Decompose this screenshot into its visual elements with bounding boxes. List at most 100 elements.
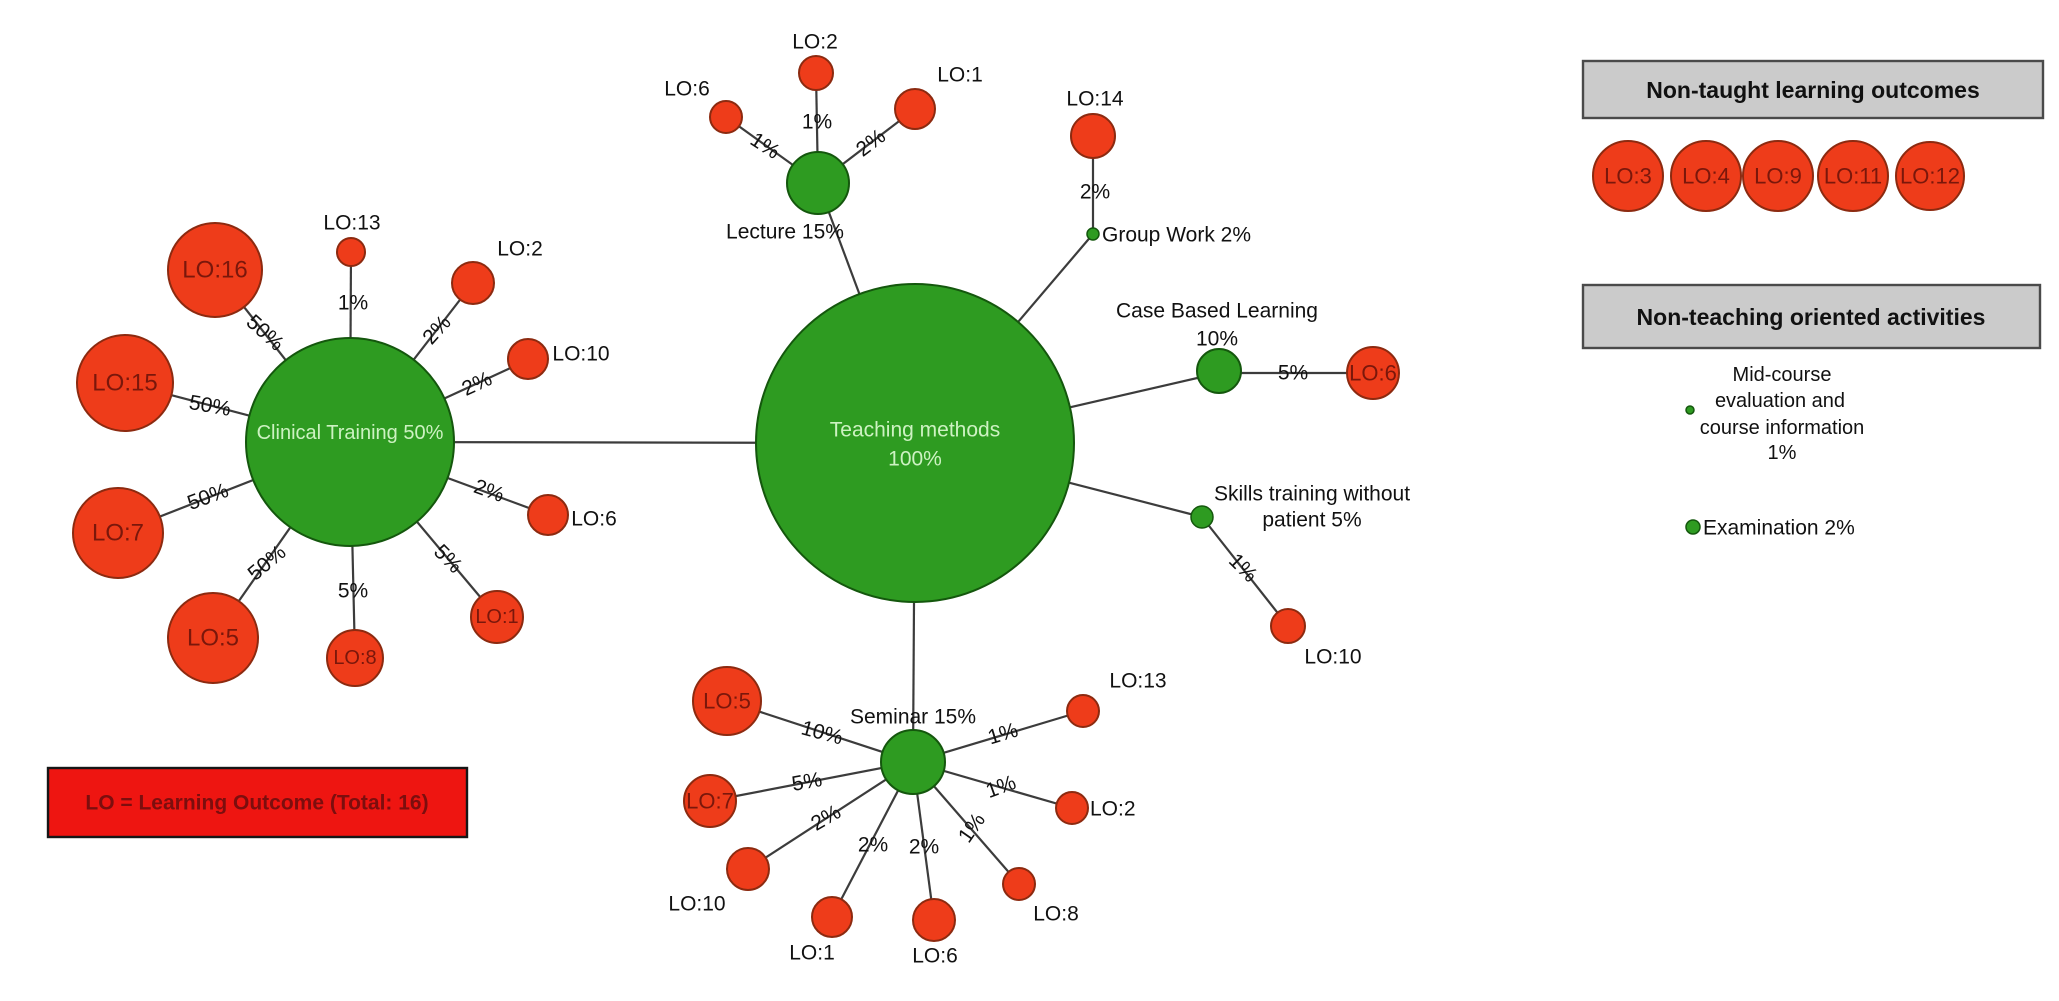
- node-lo6-seminar: [912, 898, 956, 942]
- legend-label-lo11: LO:11: [1824, 164, 1882, 189]
- node-lo6-clinical: [527, 494, 569, 536]
- label-lo6-lecture: LO:6: [664, 78, 710, 101]
- node-lo13-seminar: [1066, 694, 1100, 728]
- node-lo2-clinical: [451, 261, 495, 305]
- legend-label-lo9: LO:9: [1754, 164, 1802, 189]
- node-lo7-seminar: [683, 774, 737, 828]
- legend-examination: Examination 2%: [1703, 517, 1855, 540]
- label-lo10-clinical: LO:10: [552, 343, 609, 366]
- legend-mid-course-line4: 1%: [1768, 442, 1797, 464]
- edge-label-lo1-lecture: 2%: [852, 125, 890, 162]
- edge-label-lo8-clinical: 5%: [338, 580, 368, 603]
- label-lo1-lecture: LO:1: [937, 64, 983, 87]
- legend-non-taught-title: Non-taught learning outcomes: [1646, 77, 1980, 103]
- node-lo1-seminar: [811, 896, 853, 938]
- edge-label-lo6-lecture: 1%: [746, 128, 784, 164]
- label-case-based-line1: Case Based Learning: [1116, 300, 1318, 323]
- edge-label-lo2-seminar: 1%: [983, 771, 1019, 803]
- node-lo10-clinical: [507, 338, 549, 380]
- label-lo6-seminar: LO:6: [912, 945, 958, 968]
- edge-label-lo2-clinical: 2%: [418, 311, 455, 349]
- label-lo1-clinical: LO:1: [475, 606, 518, 628]
- legend-label-lo3: LO:3: [1604, 164, 1652, 189]
- legend-node-lo4: [1670, 140, 1742, 212]
- node-lo8-clinical: [326, 629, 384, 687]
- legend-node-lo3: [1592, 140, 1664, 212]
- label-lo2-lecture: LO:2: [792, 31, 838, 54]
- legend-non-teaching-box: [1581, 283, 2042, 350]
- label-lo2-seminar: LO:2: [1090, 798, 1136, 821]
- label-seminar: Seminar 15%: [850, 706, 976, 729]
- edge-label-lo6-case-based: 5%: [1278, 362, 1308, 385]
- edge-label-lo6-seminar: 2%: [909, 836, 939, 859]
- label-teaching-methods-line1: Teaching methods: [830, 419, 1000, 442]
- label-lo15-clinical: LO:15: [92, 370, 157, 397]
- legend-node-lo11: [1817, 140, 1889, 212]
- legend-dot-examination: [1685, 519, 1701, 535]
- legend-node-lo12: [1895, 141, 1965, 211]
- node-lo1-clinical: [470, 590, 524, 644]
- node-lo13-clinical: [336, 237, 366, 267]
- node-lo8-seminar: [1002, 867, 1036, 901]
- node-lo5-clinical: [167, 592, 259, 684]
- edge-label-lo1-seminar: 2%: [858, 834, 888, 857]
- legend-label-lo4: LO:4: [1682, 164, 1730, 189]
- node-lo5-seminar: [692, 666, 762, 736]
- label-lo5-clinical: LO:5: [187, 625, 239, 652]
- label-lo10-seminar: LO:10: [668, 893, 725, 916]
- node-seminar: [880, 729, 946, 795]
- edge-label-lo5-clinical: 50%: [244, 541, 291, 586]
- node-lo10-skills: [1270, 608, 1306, 644]
- label-lo8-clinical: LO:8: [333, 647, 376, 669]
- label-lo6-clinical: LO:6: [571, 508, 617, 531]
- edge-label-lo6-clinical: 2%: [471, 475, 507, 507]
- label-group-work: Group Work 2%: [1102, 224, 1251, 247]
- edge-label-lo14: 2%: [1080, 181, 1110, 204]
- node-lo14-group-work: [1070, 113, 1116, 159]
- edge-line: [1201, 516, 1289, 627]
- legend-non-teaching-title: Non-teaching oriented activities: [1637, 304, 1986, 330]
- lo-callout-box: [46, 766, 469, 839]
- label-lo16-clinical: LO:16: [182, 257, 247, 284]
- label-lo14-group-work: LO:14: [1066, 88, 1124, 111]
- label-lo13-seminar: LO:13: [1109, 670, 1166, 693]
- legend-mid-course-line2: evaluation and: [1715, 390, 1845, 412]
- label-lo2-clinical: LO:2: [497, 238, 543, 261]
- lo-callout-text: LO = Learning Outcome (Total: 16): [85, 792, 428, 815]
- node-lo6-lecture: [709, 100, 743, 134]
- label-lo6-case-based: LO:6: [1349, 361, 1397, 386]
- edge-label-lo16: 50%: [242, 310, 289, 355]
- edge-label-lo1-clinical: 5%: [429, 540, 467, 578]
- legend-mid-course-line1: Mid-course: [1733, 364, 1832, 386]
- edge-label-lo13-seminar: 1%: [985, 719, 1021, 750]
- node-clinical-training: [245, 337, 455, 547]
- label-skills-line1: Skills training without: [1214, 483, 1410, 506]
- edge-label-lo15: 50%: [187, 391, 232, 421]
- node-lo7-clinical: [72, 487, 164, 579]
- edge-label-lo10-seminar: 2%: [807, 800, 845, 835]
- label-lo7-seminar: LO:7: [686, 789, 734, 814]
- node-lo10-seminar: [726, 847, 770, 891]
- legend-dot-mid-course: [1685, 405, 1695, 415]
- edge-line: [709, 760, 914, 803]
- node-lo2-lecture: [798, 55, 834, 91]
- edge-label-lo7-seminar: 5%: [790, 768, 824, 796]
- node-lo6-case-based: [1346, 346, 1400, 400]
- node-group-work: [1086, 227, 1100, 241]
- label-lo13-clinical: LO:13: [323, 212, 380, 235]
- label-lecture: Lecture 15%: [726, 221, 844, 244]
- node-teaching-methods: [755, 283, 1075, 603]
- label-lo8-seminar: LO:8: [1033, 903, 1079, 926]
- label-skills-line2: patient 5%: [1262, 509, 1361, 532]
- node-lo2-seminar: [1055, 791, 1089, 825]
- legend-mid-course-line3: course information: [1700, 417, 1865, 439]
- node-skills-training: [1190, 505, 1214, 529]
- edge-label-lo13-clinical: 1%: [338, 292, 368, 315]
- node-lo1-lecture: [894, 88, 936, 130]
- legend-label-lo12: LO:12: [1900, 164, 1960, 189]
- label-teaching-methods-line2: 100%: [888, 448, 942, 471]
- node-case-based-learning: [1196, 348, 1242, 394]
- label-lo10-skills: LO:10: [1304, 646, 1361, 669]
